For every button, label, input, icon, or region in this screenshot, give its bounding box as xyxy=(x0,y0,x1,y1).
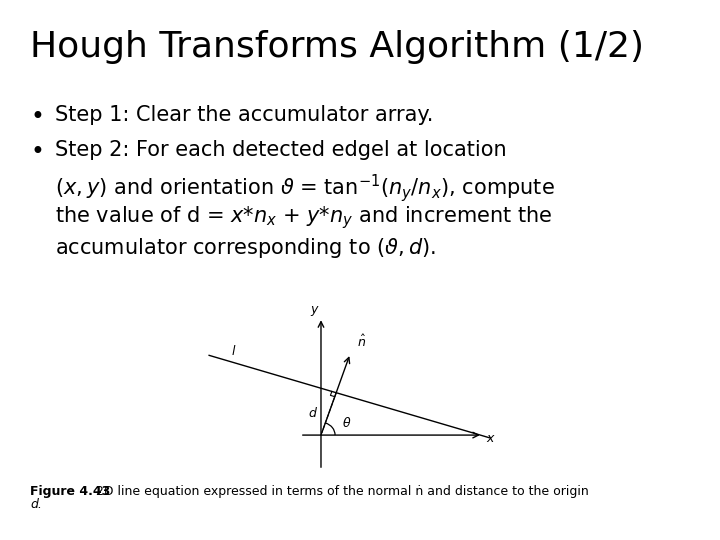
Text: the value of d = $x$*$n_x$ + $y$*$n_y$ and increment the: the value of d = $x$*$n_x$ + $y$*$n_y$ a… xyxy=(55,204,552,231)
Text: Step 1: Clear the accumulator array.: Step 1: Clear the accumulator array. xyxy=(55,105,433,125)
Text: $l$: $l$ xyxy=(231,344,236,358)
Text: 2D line equation expressed in terms of the normal ṅ and distance to the origin: 2D line equation expressed in terms of t… xyxy=(88,485,589,498)
Text: Hough Transforms Algorithm (1/2): Hough Transforms Algorithm (1/2) xyxy=(30,30,644,64)
Text: Step 2: For each detected edgel at location: Step 2: For each detected edgel at locat… xyxy=(55,140,507,160)
Text: $d$: $d$ xyxy=(308,406,318,420)
Text: $\theta$: $\theta$ xyxy=(342,416,351,430)
Text: accumulator corresponding to $(\vartheta, d)$.: accumulator corresponding to $(\vartheta… xyxy=(55,236,436,260)
Text: $(x, y)$ and orientation $\vartheta$ = tan$^{-1}$$(n_y/n_x)$, compute: $(x, y)$ and orientation $\vartheta$ = t… xyxy=(55,172,555,204)
Text: Figure 4.43: Figure 4.43 xyxy=(30,485,110,498)
Text: $x$: $x$ xyxy=(486,433,496,446)
Text: $y$: $y$ xyxy=(310,304,320,318)
Text: $\hat{n}$: $\hat{n}$ xyxy=(357,334,366,350)
Text: d.: d. xyxy=(30,498,42,511)
Text: •: • xyxy=(30,140,44,164)
Text: •: • xyxy=(30,105,44,129)
